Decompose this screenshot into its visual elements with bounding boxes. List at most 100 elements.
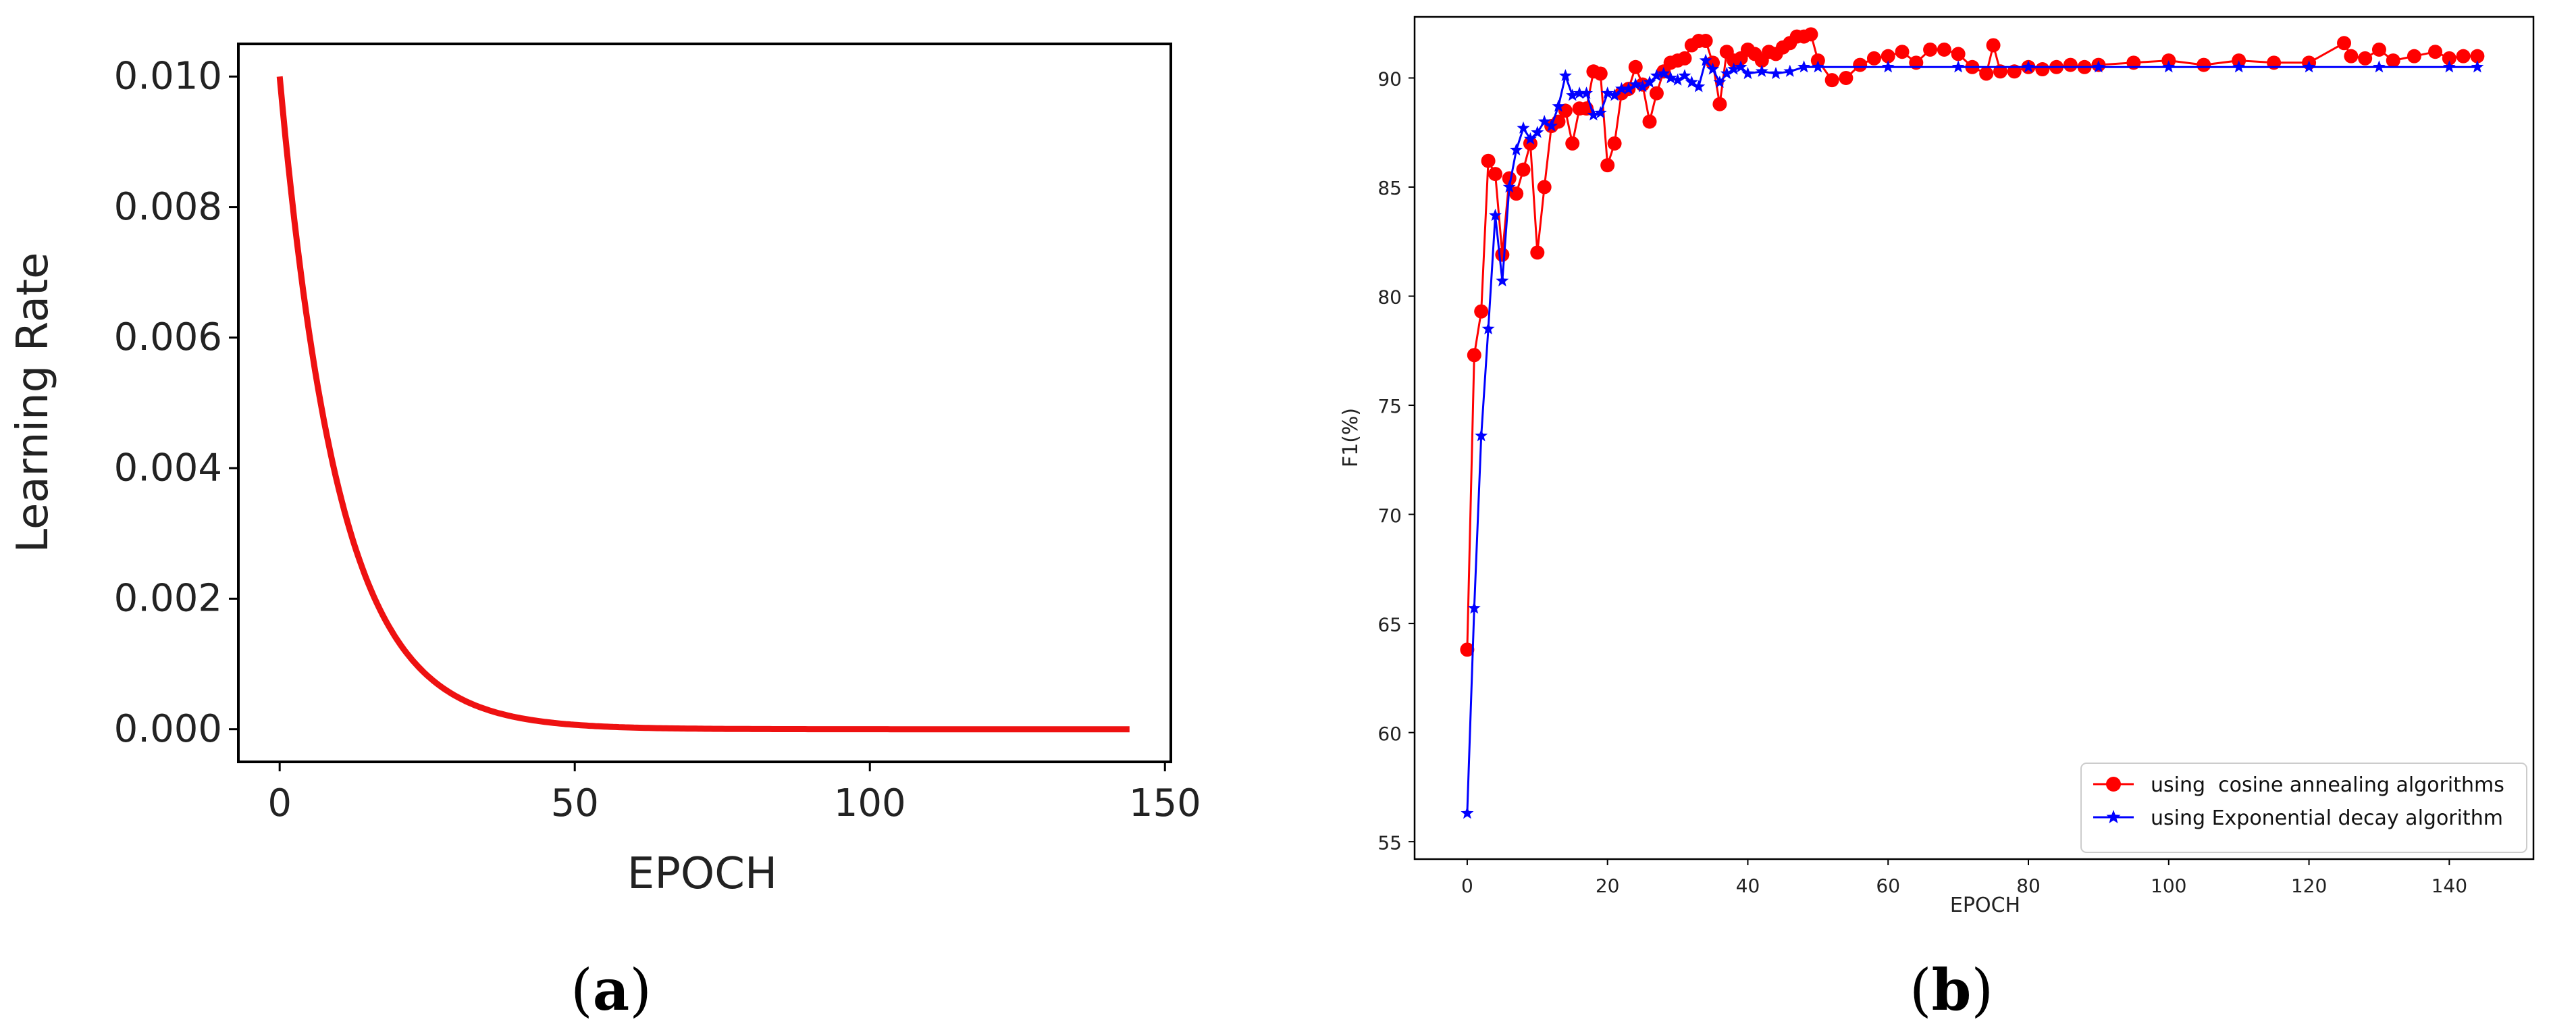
panel-b-data-point-exponential <box>2442 60 2456 73</box>
panel-b-data-point-cosine <box>1537 180 1552 195</box>
panel-b-data-point-exponential <box>1489 209 1502 222</box>
panel-b-y-ticks: 55 60 65 70 75 80 85 90 <box>1377 68 1415 854</box>
panel-a-y-tick-label: 0.000 <box>114 707 222 751</box>
panel-b-data-point-cosine <box>2344 49 2359 63</box>
panel-b-y-tick-label: 60 <box>1377 723 1402 745</box>
panel-b-data-point-cosine <box>1565 136 1580 151</box>
panel-b-data-point-exponential <box>1678 69 1691 82</box>
panel-b-data-point-cosine <box>1495 247 1510 262</box>
panel-b-data-point-exponential <box>1580 86 1593 99</box>
panel-b-data-point-exponential <box>1671 73 1685 86</box>
panel-b-data-point-exponential <box>1461 806 1474 819</box>
panel-b-data-point-exponential <box>1664 71 1677 84</box>
panel-a-x-tick-label: 150 <box>1129 781 1201 825</box>
panel-b-data-point-exponential <box>1685 75 1698 88</box>
panel-b-caption: (b) <box>1910 956 1993 1023</box>
panel-b-data-point-cosine <box>2035 62 2050 77</box>
panel-b-y-tick-label: 55 <box>1377 831 1402 854</box>
panel-b-data-point-exponential <box>2092 60 2105 73</box>
panel-a-x-tick-label: 0 <box>267 781 292 825</box>
panel-b-data-point-exponential <box>1783 64 1797 77</box>
panel-b-data-point-cosine <box>1481 153 1496 168</box>
panel-b-data-point-exponential <box>2162 60 2176 73</box>
panel-b-data-point-exponential <box>1713 75 1727 88</box>
panel-b-data-point-exponential <box>1531 126 1544 138</box>
panel-b-data-point-cosine <box>1502 171 1517 186</box>
panel-b-x-tick-label: 40 <box>1736 875 1760 897</box>
panel-b-data-point-exponential <box>1657 67 1671 80</box>
panel-b-data-point-exponential <box>2303 60 2316 73</box>
legend-marker-exponential <box>2106 810 2121 823</box>
chart-panel-a: 0 50 100 150 0.000 0.002 0.004 0.006 0.008 0.010… <box>8 43 1201 1023</box>
panel-b-data-point-cosine <box>2470 49 2485 63</box>
legend-box <box>2080 763 2527 853</box>
panel-b-data-point-cosine <box>2407 49 2421 63</box>
panel-b-data-point-exponential <box>1881 60 1895 73</box>
panel-a-y-tick-label: 0.008 <box>114 185 222 229</box>
panel-b-x-tick-label: 0 <box>1461 875 1473 897</box>
panel-b-data-point-cosine <box>1642 114 1657 129</box>
panel-b-data-point-exponential <box>1741 67 1754 80</box>
panel-b-data-point-cosine <box>1839 70 1854 85</box>
panel-a-x-ticks: 0 50 100 150 <box>267 762 1201 825</box>
panel-b-data-point-exponential <box>1467 601 1481 614</box>
panel-b-data-point-exponential <box>1552 99 1565 112</box>
panel-b-data-point-exponential <box>1636 80 1650 93</box>
legend-label-cosine: using cosine annealing algorithms <box>2151 773 2504 797</box>
panel-b-x-ticks: 0 20 40 60 80 100 120 140 <box>1461 859 2467 897</box>
panel-b-data-point-exponential <box>2232 60 2246 73</box>
panel-a-x-axis-title: EPOCH <box>627 849 777 899</box>
panel-b-data-point-exponential <box>1537 115 1551 128</box>
panel-b-data-point-exponential <box>1615 82 1628 95</box>
panel-b-data-point-cosine <box>2371 42 2386 57</box>
panel-b-data-point-cosine <box>1460 642 1475 657</box>
panel-b-data-point-cosine <box>1509 186 1524 201</box>
panel-b-data-point-cosine <box>2428 45 2443 59</box>
panel-b-data-point-exponential <box>1951 60 1965 73</box>
panel-b-data-point-cosine <box>1979 66 1994 81</box>
panel-b-legend: using cosine annealing algorithms using … <box>2080 763 2527 853</box>
panel-b-data-point-cosine <box>1677 51 1692 66</box>
panel-a-x-tick-label: 50 <box>551 781 599 825</box>
panel-b-data-point-exponential <box>1523 132 1537 145</box>
panel-b-x-tick-label: 60 <box>1876 875 1900 897</box>
panel-b-data-point-cosine <box>1649 86 1664 101</box>
panel-b-data-point-exponential <box>1566 88 1579 101</box>
panel-b-data-point-cosine <box>1607 136 1622 151</box>
panel-b-data-point-cosine <box>1523 136 1537 151</box>
panel-b-y-tick-label: 70 <box>1377 505 1402 527</box>
panel-b-y-tick-label: 85 <box>1377 177 1402 199</box>
panel-b-data-point-cosine <box>1881 49 1895 63</box>
panel-b-data-point-exponential <box>1622 82 1635 95</box>
panel-b-data-point-exponential <box>1517 121 1530 134</box>
panel-b-data-point-cosine <box>1951 47 1966 61</box>
panel-b-data-point-cosine <box>1516 162 1531 177</box>
panel-b-data-point-exponential <box>1755 64 1768 77</box>
legend-label-exponential: using Exponential decay algorithm <box>2151 806 2503 830</box>
panel-b-data-point-exponential <box>1594 106 1607 119</box>
panel-b-data-point-cosine <box>1853 57 1868 72</box>
panel-b-data-point-cosine <box>1804 27 1818 42</box>
panel-b-data-point-exponential <box>1727 62 1741 75</box>
panel-a-y-ticks: 0.000 0.002 0.004 0.006 0.008 0.010 <box>114 55 238 751</box>
panel-b-x-axis-title: EPOCH <box>1950 894 2020 917</box>
panel-b-data-point-cosine <box>1866 51 1881 66</box>
panel-b-data-point-cosine <box>1467 348 1481 363</box>
panel-b-data-point-cosine <box>1698 34 1713 49</box>
panel-b-data-point-exponential <box>1734 60 1747 73</box>
panel-b-data-point-exponential <box>1608 88 1621 101</box>
panel-b-data-point-cosine <box>1628 59 1643 74</box>
panel-b-data-point-exponential <box>1720 67 1733 80</box>
panel-b-data-point-exponential <box>2022 60 2035 73</box>
panel-b-data-point-exponential <box>1573 86 1586 99</box>
panel-a-y-tick-label: 0.002 <box>114 577 222 621</box>
panel-b-data-point-cosine <box>1824 73 1839 88</box>
panel-b-data-point-exponential <box>1587 108 1600 121</box>
panel-a-axes-frame <box>237 43 1172 763</box>
panel-b-data-point-exponential <box>1545 119 1558 132</box>
panel-b-data-point-cosine <box>1986 38 2001 53</box>
panel-b-data-point-cosine <box>2358 51 2373 66</box>
panel-b-data-point-cosine <box>1712 97 1727 111</box>
panel-b-data-point-cosine <box>1488 167 1502 182</box>
